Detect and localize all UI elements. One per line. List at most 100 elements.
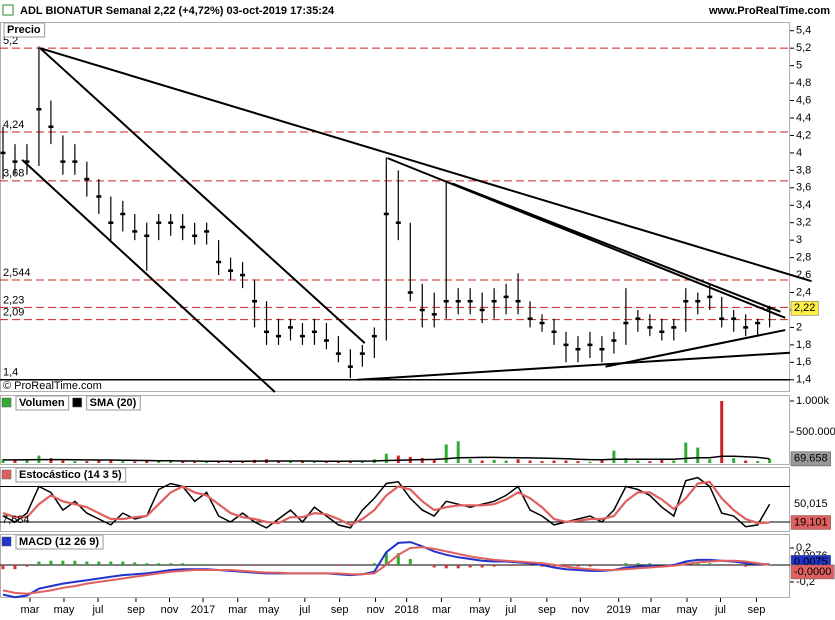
histogram-bar [265, 564, 269, 566]
panel-frame [0, 467, 790, 532]
x-tick-label: mar [642, 604, 661, 616]
histogram-bar [121, 561, 125, 565]
volume-bar [624, 458, 628, 464]
volume-bar [181, 461, 185, 464]
histogram-bar [576, 564, 580, 567]
histogram-bar [229, 564, 233, 566]
x-tick-label: may [259, 604, 280, 616]
legend-swatch [1, 536, 12, 547]
panel-title: MACD (12 26 9) [19, 536, 99, 548]
x-tick-label: sep [538, 604, 556, 616]
volume-bar [480, 460, 484, 464]
sma-line [3, 455, 770, 462]
x-tick-label: nov [571, 604, 589, 616]
y-tick-label: 1,8 [796, 339, 811, 351]
y-tick-label: 3,4 [796, 199, 811, 211]
histogram-bar [588, 564, 592, 567]
histogram-bar [648, 563, 652, 565]
histogram-bar [336, 564, 340, 566]
histogram-bar [109, 561, 113, 565]
volume-bar [600, 460, 604, 464]
panel-title: Precio [7, 24, 41, 36]
level-label: 3,68 [3, 168, 24, 180]
panel-title-box [15, 534, 104, 550]
y-tick-label: 4,2 [796, 129, 811, 141]
histogram-bar [744, 564, 748, 567]
y-tick-label: 0,2 [796, 542, 811, 554]
volume-bar [672, 460, 676, 464]
panel-title: Estocástico (14 3 5) [19, 469, 122, 481]
volume-bar [588, 461, 592, 464]
histogram-bar [756, 564, 760, 566]
histogram-bar [636, 563, 640, 565]
histogram-bar [732, 564, 736, 566]
x-tick-label: mar [228, 604, 247, 616]
volume-bar [61, 460, 65, 464]
volume-bar [576, 461, 580, 464]
x-tick-label: nov [367, 604, 385, 616]
y-tick-label: 5,2 [796, 42, 811, 54]
volume-bar [540, 461, 544, 464]
volume-bar [360, 461, 364, 464]
last-value-label: 2,22 [794, 302, 815, 314]
macd-line [2, 541, 770, 599]
volume-bar [193, 461, 197, 464]
histogram-bar [1, 564, 5, 570]
y-tick-label: 5,4 [796, 25, 811, 37]
x-tick-label: 2017 [191, 604, 215, 616]
histogram-bar [157, 563, 161, 565]
volume-bar [49, 458, 53, 464]
volume-bar [25, 459, 29, 464]
x-tick-label: mar [432, 604, 451, 616]
level-label: 5,2 [3, 35, 18, 47]
volume-bar [696, 447, 700, 464]
x-tick-label: sep [127, 604, 145, 616]
panel-title-box [15, 467, 127, 483]
histogram-bar [456, 564, 460, 569]
volume-bar [420, 458, 424, 464]
last-value-label: -0,0000 [794, 566, 831, 578]
panel-title: SMA (20) [90, 397, 137, 409]
y-tick-label: 5 [796, 60, 802, 72]
y-tick-label: 3 [796, 234, 802, 246]
volume-bar [528, 460, 532, 464]
volume-bar [432, 459, 436, 464]
y-tick-label: 1,4 [796, 374, 811, 386]
histogram-bar [516, 564, 520, 566]
y-tick-label: 4,8 [796, 77, 811, 89]
volume-bar [205, 461, 209, 464]
x-tick-label: 2018 [394, 604, 418, 616]
trend-line [605, 329, 786, 368]
volume-bar [492, 459, 496, 464]
volume-bar [744, 460, 748, 464]
level-label: 1,4 [3, 367, 18, 379]
histogram-bar [61, 560, 65, 565]
volume-bar [169, 461, 173, 464]
histogram-bar [13, 564, 17, 570]
y-tick-label: 3,2 [796, 217, 811, 229]
histogram-bar [37, 561, 41, 565]
x-tick-label: sep [331, 604, 349, 616]
legend-swatch [72, 397, 82, 408]
last-value-box [790, 300, 819, 316]
histogram-bar [480, 564, 484, 568]
x-tick-label: mar [20, 604, 39, 616]
volume-bar [456, 441, 460, 464]
histogram-bar [468, 564, 472, 568]
volume-bar [552, 460, 556, 464]
histogram-bar [600, 564, 604, 566]
volume-bar [157, 461, 161, 464]
trend-line [451, 182, 781, 313]
last-value-label: 19,101 [794, 516, 828, 528]
histogram-bar [384, 552, 388, 565]
y-tick-label: 2 [796, 321, 802, 333]
volume-bar [684, 442, 688, 464]
panel-title-box [3, 22, 46, 38]
volume-bar [121, 461, 125, 464]
x-tick-label: 2019 [606, 604, 630, 616]
y-tick-label: 4,4 [796, 112, 811, 124]
trend-line [21, 159, 276, 393]
volume-bar [241, 461, 245, 464]
legend-swatch [1, 397, 12, 408]
